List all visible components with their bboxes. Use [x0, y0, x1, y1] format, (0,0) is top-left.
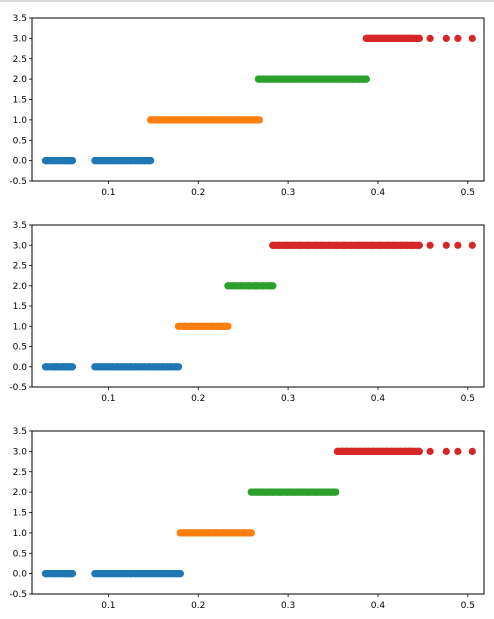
x-tick-label: 0.1	[101, 394, 115, 404]
y-tick-label: 0.5	[13, 549, 27, 559]
x-tick-label: 0.5	[461, 601, 475, 611]
x-tick-label: 0.1	[101, 188, 115, 198]
series-0	[41, 569, 184, 578]
y-tick-label: 2.5	[13, 468, 27, 478]
y-tick-label: 3.5	[13, 221, 27, 231]
x-tick-label: 0.2	[191, 601, 205, 611]
y-tick-label: 3.0	[13, 241, 28, 251]
axes-frame	[31, 224, 485, 388]
y-tick-label: 0.5	[13, 343, 27, 353]
x-tick-label: 0.4	[371, 394, 386, 404]
y-tick-label: -0.5	[9, 177, 27, 187]
y-tick-label: 0.5	[13, 136, 27, 146]
y-tick-label: 2.0	[13, 488, 28, 498]
x-tick-label: 0.3	[281, 394, 295, 404]
series-0	[41, 363, 183, 371]
axes-frame	[31, 430, 485, 595]
x-tick-label: 0.4	[371, 601, 386, 611]
x-tick-label: 0.2	[191, 188, 205, 198]
y-tick-label: 1.5	[13, 509, 27, 519]
y-tick-label: 2.5	[13, 55, 27, 65]
series-3	[333, 447, 476, 455]
y-tick-label: 1.0	[13, 116, 28, 126]
y-tick-label: 3.5	[13, 14, 27, 24]
x-tick-label: 0.5	[461, 188, 475, 198]
x-tick-label: 0.3	[281, 188, 295, 198]
y-tick-label: 1.5	[13, 302, 27, 312]
data-point	[468, 447, 476, 455]
subplot-1: -0.5 0.0 0.5 1.0 1.5 2.0 2.5 3.0 3.5 0.1 0.2 0.3 0.4…	[9, 14, 485, 198]
y-tick-label: 3.5	[13, 427, 27, 437]
y-tick-label: 1.5	[13, 96, 27, 106]
x-tick-label: 0.1	[101, 601, 115, 611]
x-tick-label: 0.4	[371, 188, 386, 198]
data-point	[454, 34, 462, 43]
data-point	[468, 34, 476, 43]
y-tick-label: 0.0	[13, 363, 28, 373]
y-tick-label: 2.0	[13, 282, 28, 292]
series-1	[174, 322, 232, 330]
series-2	[254, 75, 370, 83]
series-0	[41, 157, 155, 165]
x-tick-label: 0.5	[461, 394, 475, 404]
data-point	[442, 34, 450, 43]
series-3	[362, 34, 476, 43]
y-tick-label: 3.0	[13, 34, 28, 44]
y-tick-label: -0.5	[9, 590, 27, 600]
axes-frame	[31, 17, 485, 182]
series-2	[224, 282, 277, 290]
y-tick-label: 2.0	[13, 75, 28, 85]
y-tick-label: -0.5	[9, 383, 27, 393]
y-tick-label: 0.0	[13, 157, 28, 167]
data-point	[426, 241, 434, 249]
data-point	[442, 241, 450, 249]
series-1	[147, 116, 263, 124]
series-3	[269, 241, 476, 249]
subplot-3: -0.5 0.0 0.5 1.0 1.5 2.0 2.5 3.0 3.5 0.1 0.2 0.3 0.4…	[9, 427, 485, 611]
y-tick-label: 0.0	[13, 570, 28, 580]
window-top-border	[0, 0, 494, 2]
subplot-2: -0.5 0.0 0.5 1.0 1.5 2.0 2.5 3.0 3.5 0.1 0.2 0.3 0.4…	[9, 221, 485, 404]
series-2	[247, 488, 340, 496]
data-point	[426, 34, 434, 43]
y-tick-label: 3.0	[13, 447, 28, 457]
x-tick-label: 0.3	[281, 601, 295, 611]
data-point	[454, 241, 462, 249]
data-point	[454, 447, 462, 455]
series-1	[176, 529, 255, 537]
y-tick-label: 1.0	[13, 529, 28, 539]
y-tick-label: 2.5	[13, 262, 27, 272]
data-point	[442, 447, 450, 455]
y-tick-label: 1.0	[13, 322, 28, 332]
data-point	[468, 241, 476, 249]
x-tick-label: 0.2	[191, 394, 205, 404]
data-point	[426, 447, 434, 455]
